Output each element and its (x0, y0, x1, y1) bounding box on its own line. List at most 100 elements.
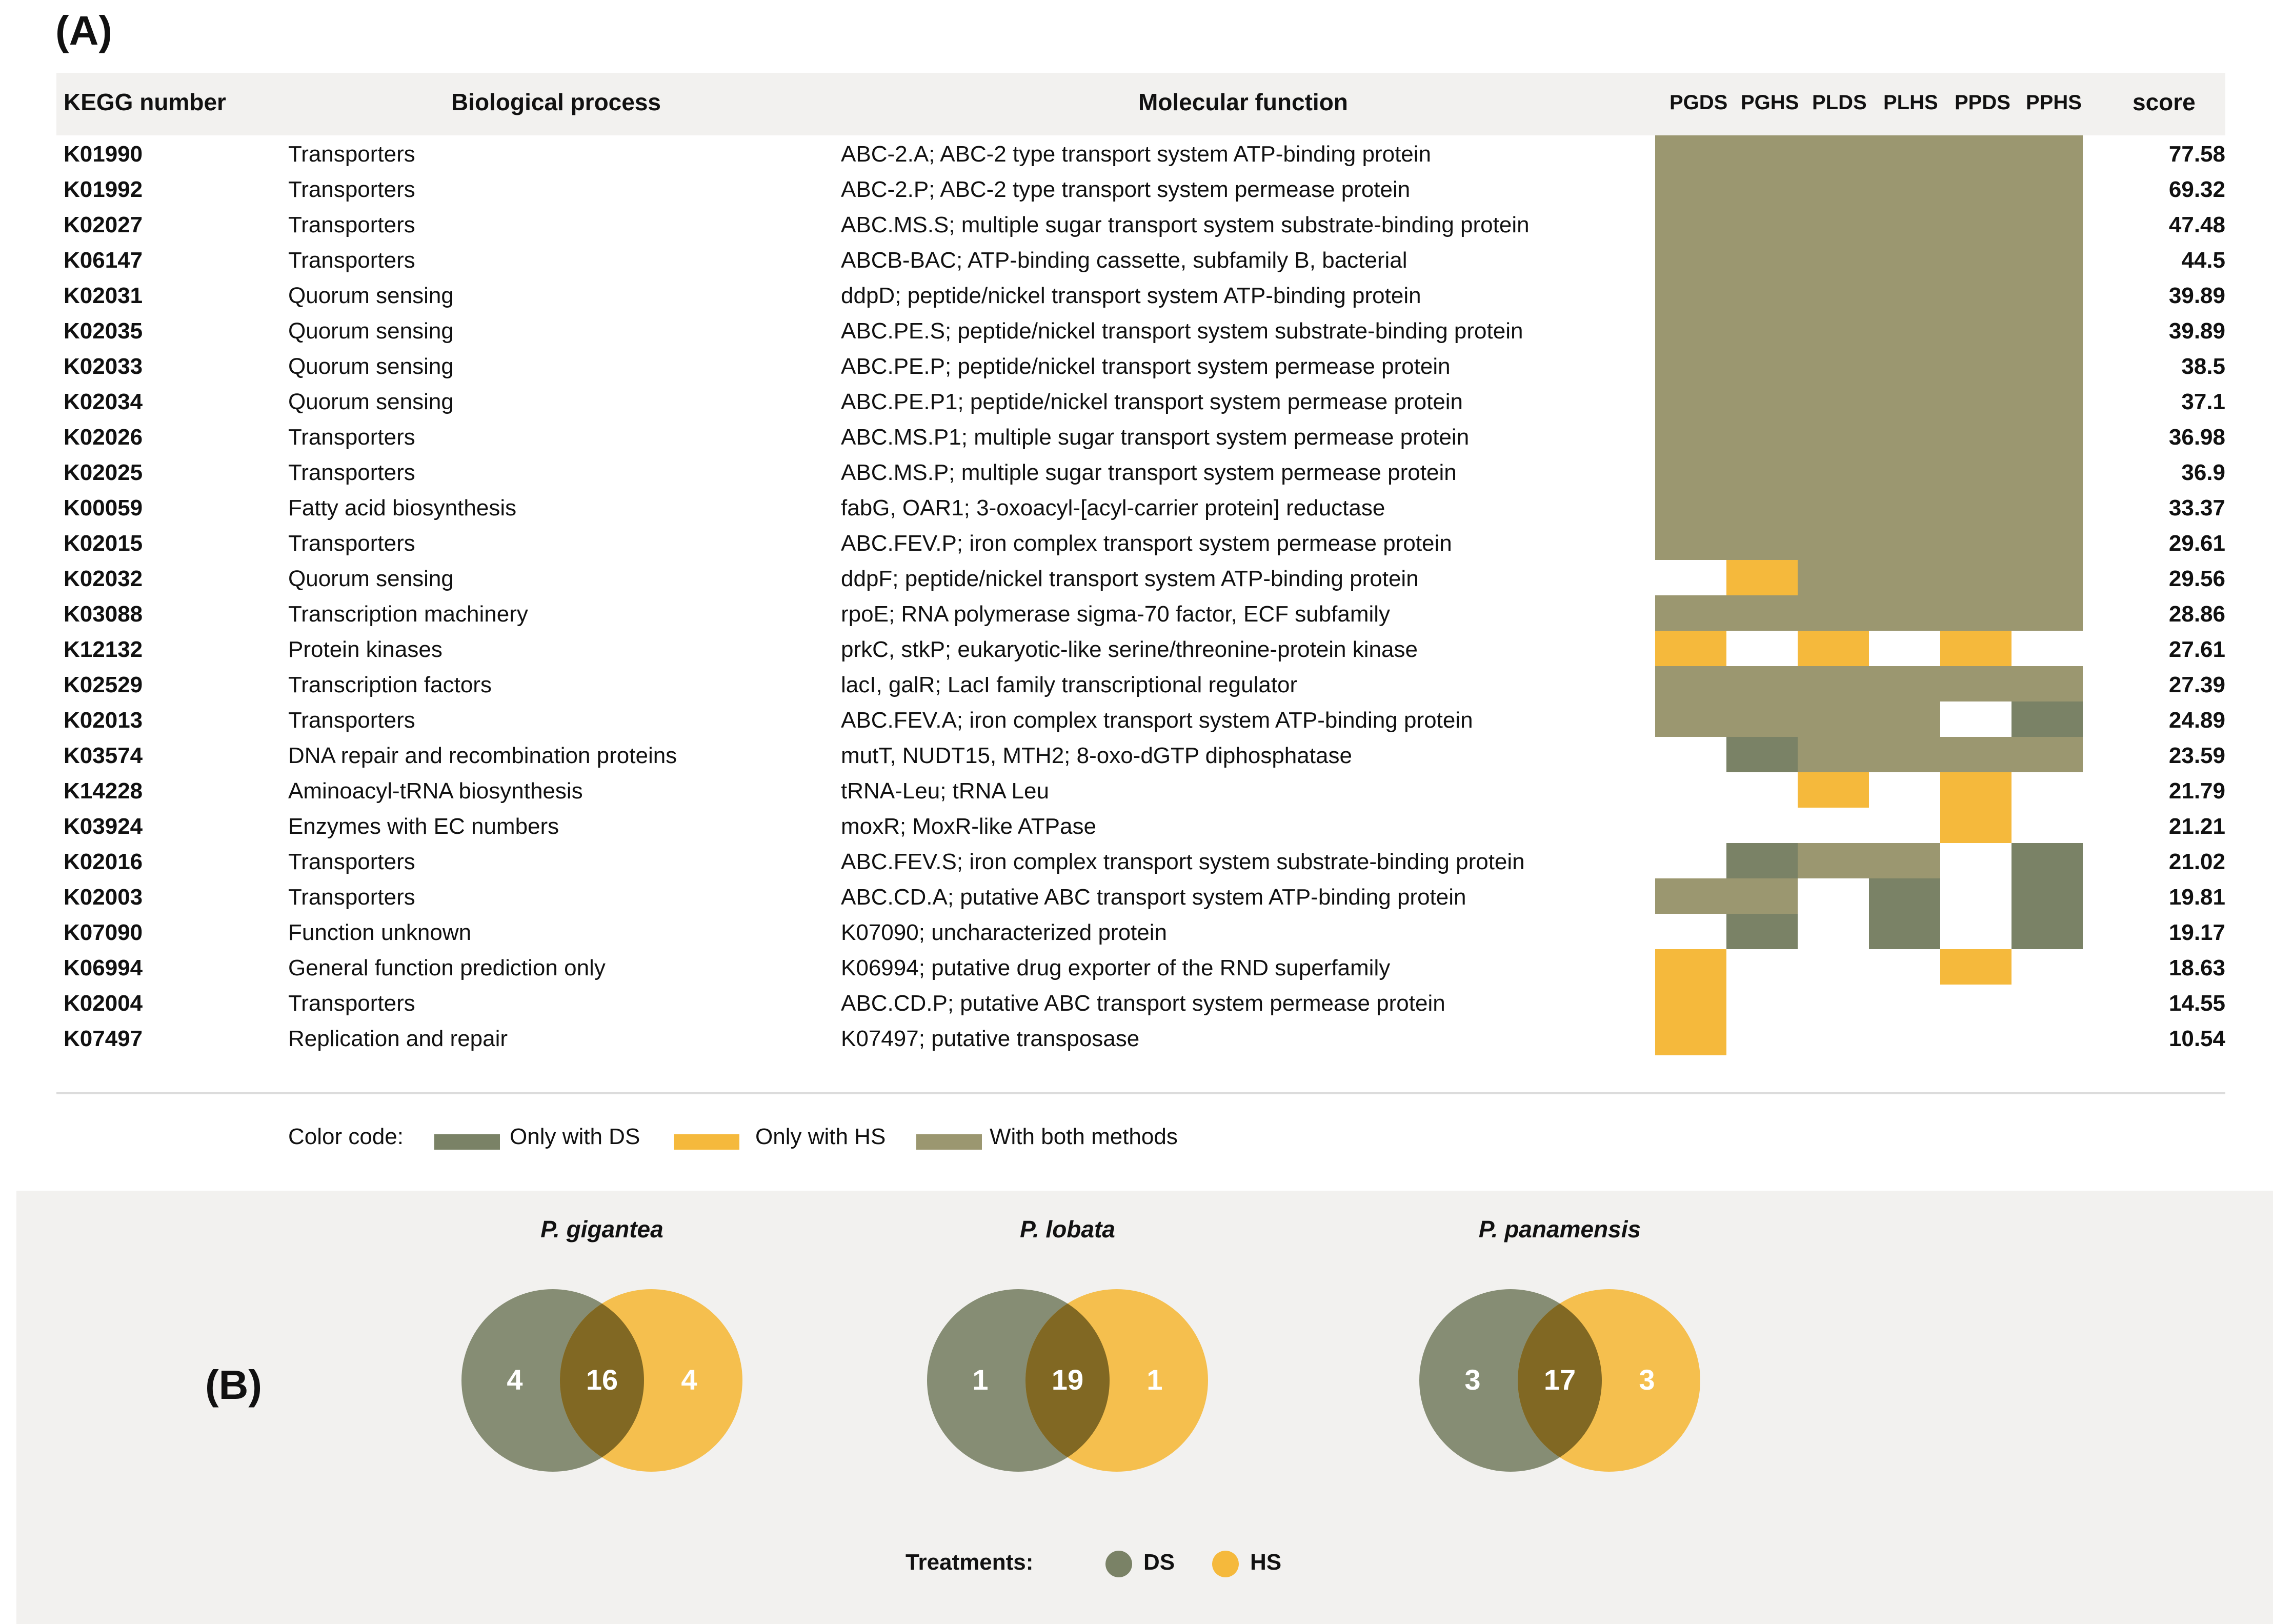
heatmap-cell (1869, 135, 1940, 171)
molecular-function: prkC, stkP; eukaryotic-like serine/threo… (841, 637, 1418, 662)
score-value: 44.5 (2181, 248, 2225, 273)
header-sample-pphs: PPHS (2026, 91, 2082, 114)
heatmap-cell (1940, 843, 2011, 878)
biological-process: Fatty acid biosynthesis (288, 495, 517, 520)
table-row: K03924 Enzymes with EC numbers moxR; MoxR-… (56, 808, 2225, 843)
heatmap-cell (1726, 595, 1798, 631)
heatmap-cell (1655, 701, 1726, 737)
table-row: K02003 Transporters ABC.CD.A; putative ABC… (56, 878, 2225, 914)
divider (56, 1092, 2225, 1094)
heatmap-cell (1726, 348, 1798, 383)
heatmap-cell (1940, 171, 2011, 206)
biological-process: Transporters (288, 991, 415, 1016)
heatmap-cell (2011, 772, 2083, 808)
kegg-number: K02013 (64, 708, 143, 733)
heatmap-cell (1869, 737, 1940, 772)
header-sample-ppds: PPDS (1955, 91, 2010, 114)
heatmap-cell (2011, 737, 2083, 772)
biological-process: Transporters (288, 212, 415, 237)
heatmap-cell (1869, 843, 1940, 878)
molecular-function: ABCB-BAC; ATP-binding cassette, subfamil… (841, 248, 1407, 273)
header-score: score (2133, 89, 2196, 115)
heatmap-cell (2011, 348, 2083, 383)
heatmap-cell (1869, 454, 1940, 489)
heatmap-cell (2011, 914, 2083, 949)
legend-title: Color code: (288, 1124, 404, 1149)
heatmap-cell (1940, 242, 2011, 277)
legend-swatch-only-hs (674, 1134, 739, 1150)
heatmap-cell (2011, 277, 2083, 312)
heatmap-cell (1798, 1020, 1869, 1055)
molecular-function: mutT, NUDT15, MTH2; 8-oxo-dGTP diphospha… (841, 743, 1352, 768)
biological-process: Quorum sensing (288, 354, 454, 379)
heatmap-cell (2011, 312, 2083, 348)
biological-process: Quorum sensing (288, 283, 454, 308)
kegg-number: K06994 (64, 955, 143, 980)
heatmap-cell (1940, 135, 2011, 171)
biological-process: Transporters (288, 142, 415, 167)
venn-diagram: 4 16 4 (461, 1289, 742, 1472)
biological-process: Transcription machinery (288, 602, 528, 627)
heatmap-cell (1726, 454, 1798, 489)
heatmap-cell (1655, 843, 1726, 878)
header-sample-plds: PLDS (1812, 91, 1867, 114)
venn-count-center: 19 (1052, 1364, 1083, 1396)
molecular-function: ABC.FEV.P; iron complex transport system… (841, 531, 1452, 556)
heatmap-cell (1655, 312, 1726, 348)
heatmap-cell (1798, 985, 1869, 1020)
heatmap-cell (1655, 878, 1726, 914)
heatmap-cell (1655, 737, 1726, 772)
heatmap-cell (1798, 135, 1869, 171)
heatmap-cell (1869, 808, 1940, 843)
biological-process: General function prediction only (288, 955, 606, 980)
molecular-function: ABC.CD.A; putative ABC transport system … (841, 885, 1466, 910)
biological-process: Transporters (288, 531, 415, 556)
score-value: 14.55 (2168, 991, 2225, 1016)
kegg-number: K02032 (64, 566, 143, 591)
biological-process: Transporters (288, 177, 415, 202)
heatmap-cell (1869, 772, 1940, 808)
heatmap-cell (1869, 489, 1940, 525)
table-row: K01990 Transporters ABC-2.A; ABC-2 type tr… (56, 135, 2225, 171)
heatmap-cell (1869, 878, 1940, 914)
heatmap-cell (1869, 383, 1940, 418)
panel-label-b: (B) (205, 1362, 263, 1408)
kegg-number: K03088 (64, 602, 143, 627)
biological-process: Quorum sensing (288, 389, 454, 414)
heatmap-cell (1940, 985, 2011, 1020)
venn-diagram: 3 17 3 (1419, 1289, 1700, 1472)
header-sample-pgds: PGDS (1669, 91, 1728, 114)
heatmap-cell (1655, 914, 1726, 949)
kegg-number: K02025 (64, 460, 143, 485)
table-row: K07090 Function unknown K07090; uncharacte… (56, 914, 2225, 949)
heatmap-cell (1655, 489, 1726, 525)
heatmap-cell (2011, 489, 2083, 525)
score-value: 29.56 (2168, 566, 2225, 591)
molecular-function: ABC.PE.P1; peptide/nickel transport syst… (841, 389, 1463, 414)
table-row: K02025 Transporters ABC.MS.P; multiple sug… (56, 454, 2225, 489)
heatmap-cell (1798, 489, 1869, 525)
header-molecular-function: Molecular function (1138, 89, 1348, 115)
venn-title: P. lobata (1020, 1216, 1115, 1242)
heatmap-cell (1655, 631, 1726, 666)
table-row: K02015 Transporters ABC.FEV.P; iron comple… (56, 525, 2225, 560)
heatmap-cell (1726, 525, 1798, 560)
heatmap-cell (1798, 242, 1869, 277)
table-row: K00059 Fatty acid biosynthesis fabG, OAR1;… (56, 489, 2225, 525)
heatmap-cell (1798, 595, 1869, 631)
molecular-function: ABC-2.P; ABC-2 type transport system per… (841, 177, 1411, 202)
table-row: K02034 Quorum sensing ABC.PE.P1; peptide/n… (56, 383, 2225, 418)
heatmap-cell (1726, 171, 1798, 206)
heatmap-cell (2011, 631, 2083, 666)
heatmap-cell (1940, 1020, 2011, 1055)
heatmap-cell (1940, 878, 2011, 914)
heatmap-cell (1869, 242, 1940, 277)
score-value: 24.89 (2168, 708, 2225, 733)
heatmap-cell (2011, 560, 2083, 595)
table-row: K07497 Replication and repair K07497; puta… (56, 1020, 2225, 1055)
heatmap-cell (1940, 949, 2011, 985)
heatmap-cell (1726, 418, 1798, 454)
heatmap-cell (1726, 701, 1798, 737)
heatmap-cell (1726, 949, 1798, 985)
heatmap-cell (1940, 418, 2011, 454)
